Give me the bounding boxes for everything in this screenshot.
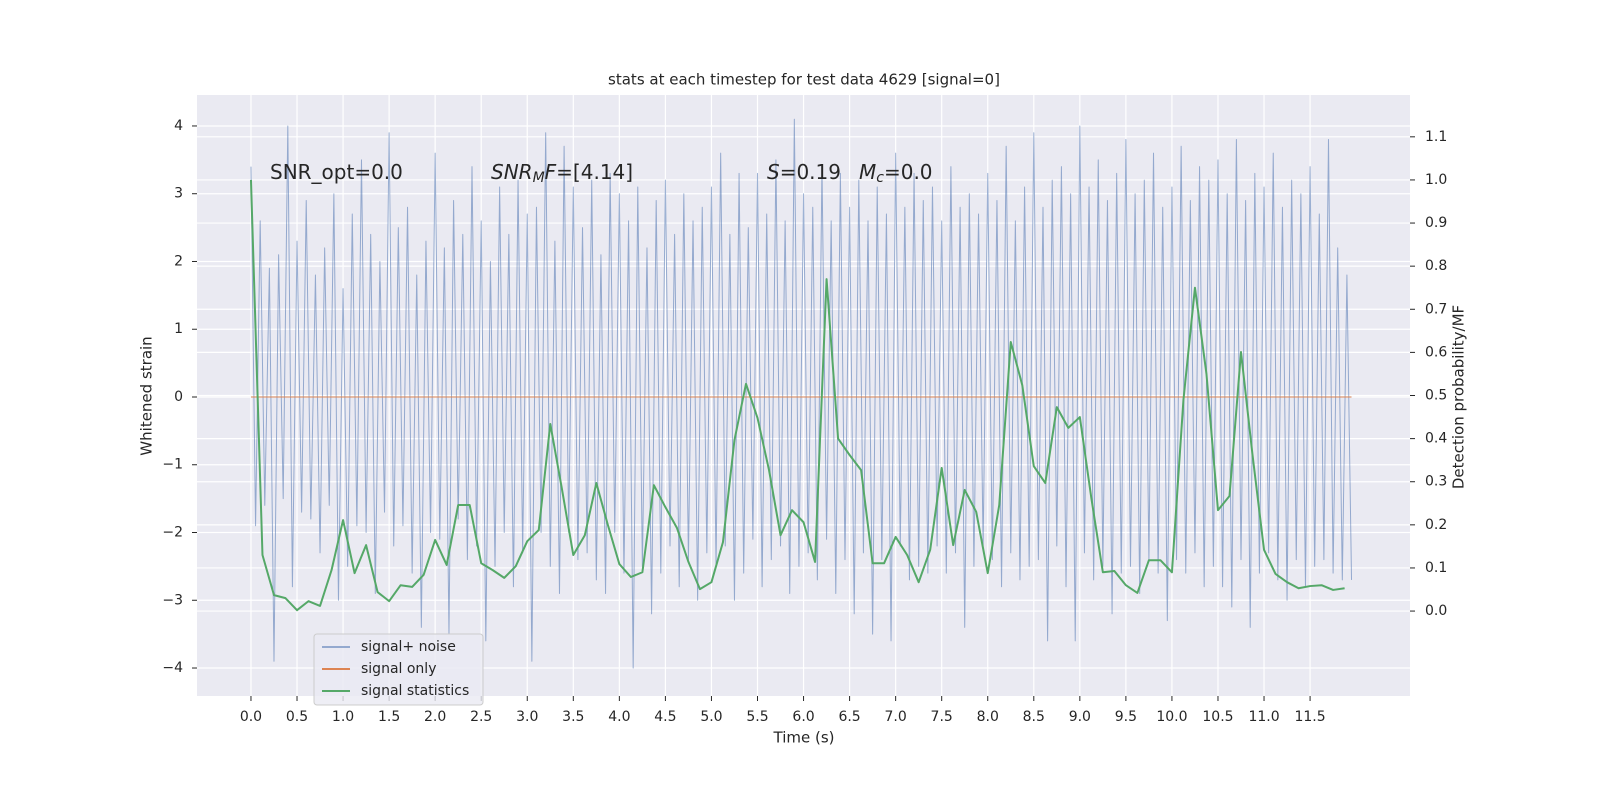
annotation-part: =0.19	[780, 160, 841, 184]
y2-tick-label: 0.4	[1425, 431, 1447, 447]
legend-box	[313, 633, 484, 706]
y2-axis-label: Detection probability/MF	[1450, 305, 1468, 489]
y2-tick-label: 1.1	[1425, 129, 1447, 145]
y2-tick-label: 0.1	[1425, 560, 1447, 576]
y2-tick-label: 0.9	[1425, 215, 1447, 231]
annotation: S=0.19	[767, 160, 841, 184]
x-tick-label: 10.5	[1202, 709, 1233, 725]
series-line	[250, 118, 1353, 669]
x-tick-label: 9.5	[1115, 709, 1137, 725]
annotation: SNRMF=[4.14]	[491, 160, 633, 187]
series-line	[249, 179, 1345, 612]
annotation-part: SNR_opt=0.0	[270, 160, 403, 184]
legend-label: signal+ noise	[361, 639, 456, 655]
x-tick-label: 8.5	[1023, 709, 1045, 725]
annotation-part: F	[545, 160, 557, 184]
x-tick-label: 5.0	[700, 709, 722, 725]
y2-tick-label: 0.2	[1425, 517, 1447, 533]
y2-tick-label: 0.7	[1425, 301, 1447, 317]
x-tick-label: 0.5	[286, 709, 308, 725]
y2-tick-label: 0.5	[1425, 388, 1447, 404]
y-tick-label: 0	[174, 389, 183, 405]
annotation-part: SNR	[491, 160, 533, 184]
y-tick-label: −1	[162, 457, 183, 473]
y2-tick-label: 1.0	[1425, 172, 1447, 188]
x-tick-label: 2.5	[470, 709, 492, 725]
chart-title: stats at each timestep for test data 462…	[608, 71, 1000, 89]
legend-label: signal statistics	[361, 683, 469, 699]
x-tick-label: 7.0	[885, 709, 907, 725]
y-tick-label: 4	[174, 118, 183, 134]
y-tick-label: −3	[162, 592, 183, 608]
y-tick-label: −2	[162, 525, 183, 541]
y2-tick-label: 0.3	[1425, 474, 1447, 490]
series-layer	[249, 118, 1353, 669]
x-tick-label: 8.0	[977, 709, 999, 725]
x-tick-label: 10.0	[1156, 709, 1187, 725]
annotation-part: M	[859, 160, 876, 184]
x-tick-label: 0.0	[240, 709, 262, 725]
x-tick-label: 7.5	[931, 709, 953, 725]
x-tick-label: 1.5	[378, 709, 400, 725]
annotation: Mc=0.0	[859, 160, 933, 187]
annotation-part: =[4.14]	[556, 160, 633, 184]
x-tick-label: 4.0	[608, 709, 630, 725]
label-layer: 0.0 0.5 1.0 1.5 2.0 2.5 3.0 3.5 4.0 4.5 5.0 5.5 6.0 6…	[162, 118, 1447, 725]
annotation-part: c	[876, 170, 884, 186]
x-tick-label: 3.0	[516, 709, 538, 725]
x-tick-label: 11.0	[1248, 709, 1279, 725]
y-tick-label: 1	[174, 321, 183, 337]
x-tick-label: 3.5	[562, 709, 584, 725]
x-tick-label: 1.0	[332, 709, 354, 725]
annotation-part: =0.0	[884, 160, 933, 184]
annotation-part: S	[767, 160, 780, 184]
y-axis-label: Whitened strain	[138, 336, 156, 455]
x-tick-label: 6.0	[792, 709, 814, 725]
x-tick-label: 2.0	[424, 709, 446, 725]
y-tick-label: −4	[162, 660, 183, 676]
x-tick-label: 11.5	[1294, 709, 1325, 725]
legend-label: signal only	[361, 661, 436, 677]
annotation: SNR_opt=0.0	[270, 160, 403, 184]
y2-tick-label: 0.8	[1425, 258, 1447, 274]
x-tick-label: 6.5	[838, 709, 860, 725]
x-tick-label: 4.5	[654, 709, 676, 725]
legend: signal+ noise signal only signal statistic…	[313, 633, 484, 706]
x-tick-label: 5.5	[746, 709, 768, 725]
y2-tick-label: 0.0	[1425, 603, 1447, 619]
y-tick-label: 2	[174, 253, 183, 269]
x-tick-label: 9.0	[1069, 709, 1091, 725]
y-tick-label: 3	[174, 186, 183, 202]
annotation-part: M	[533, 170, 545, 186]
y2-tick-label: 0.6	[1425, 344, 1447, 360]
x-axis-label: Time (s)	[773, 729, 835, 747]
